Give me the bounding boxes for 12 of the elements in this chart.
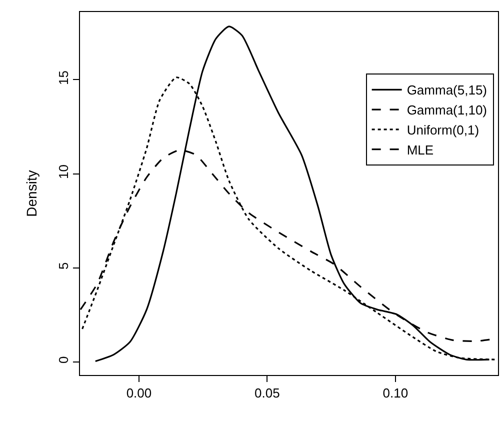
y-tick-label: 5 <box>56 262 71 270</box>
x-tick-label: 0.05 <box>254 386 280 401</box>
x-tick-label: 0.10 <box>382 386 408 401</box>
x-tick-label: 0.00 <box>126 386 152 401</box>
y-tick-label: 15 <box>56 70 71 85</box>
y-axis-title: Density <box>23 170 40 217</box>
legend-label: Gamma(5,15) <box>406 82 488 98</box>
y-tick-label: 0 <box>56 356 71 364</box>
legend-label: MLE <box>406 142 434 158</box>
legend-label: Gamma(1,10) <box>406 102 488 118</box>
y-tick-label: 10 <box>56 164 71 180</box>
legend-label: Uniform(0,1) <box>406 122 480 138</box>
